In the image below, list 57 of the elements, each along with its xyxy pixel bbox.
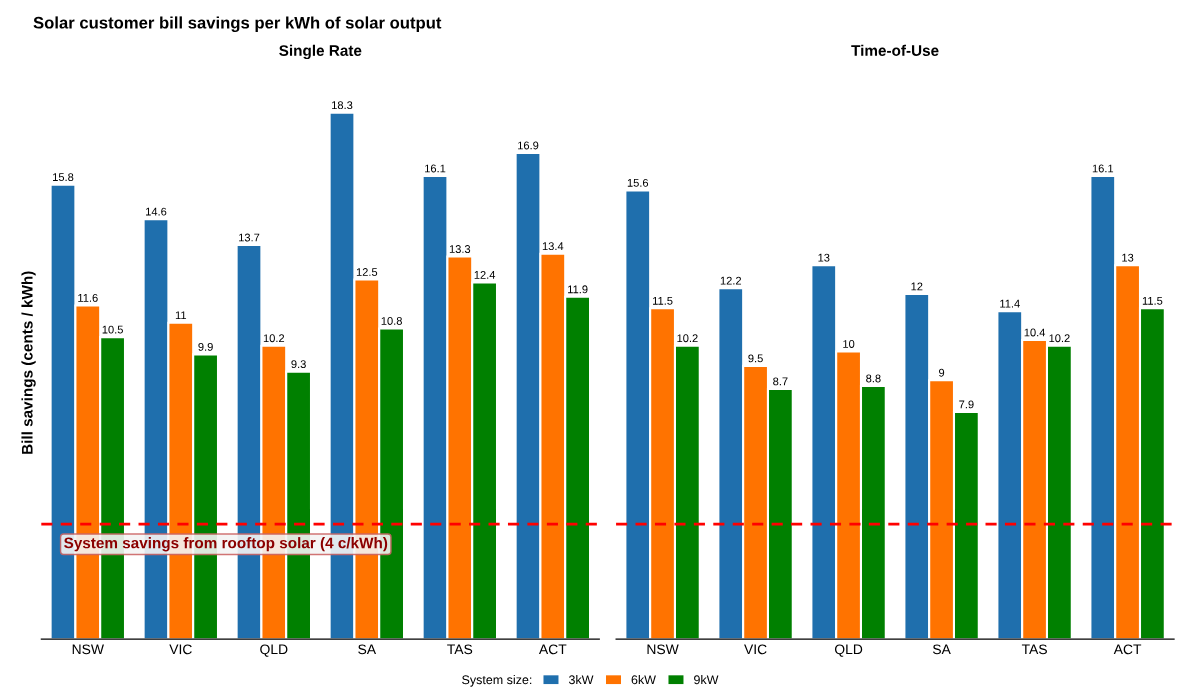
data-label: 11 bbox=[175, 311, 187, 320]
legend-title: System size: bbox=[462, 675, 532, 687]
data-label: 15.8 bbox=[53, 173, 74, 182]
data-label: 16.1 bbox=[425, 164, 446, 173]
x-tick-label: ACT bbox=[538, 644, 567, 655]
data-label: 14.6 bbox=[146, 207, 167, 216]
data-label: 9.5 bbox=[748, 354, 763, 363]
x-tick-label: TAS bbox=[447, 644, 473, 655]
data-label: 18.3 bbox=[332, 101, 353, 110]
x-tick-label: TAS bbox=[1021, 644, 1047, 655]
data-label: 12.4 bbox=[474, 270, 496, 279]
x-tick-label: SA bbox=[358, 644, 377, 655]
data-label: 13 bbox=[1122, 253, 1134, 262]
data-label: 11.5 bbox=[653, 296, 673, 305]
data-label: 13.4 bbox=[542, 242, 564, 251]
legend-label: 6kW bbox=[631, 675, 656, 685]
y-axis-title: Bill savings (cents / kWh) bbox=[21, 271, 36, 454]
x-tick-label: QLD bbox=[834, 644, 863, 657]
data-label: 10.2 bbox=[263, 334, 285, 343]
data-label: 10.5 bbox=[102, 325, 123, 334]
x-tick-label: NSW bbox=[72, 644, 104, 655]
ref-line-label: System savings from rooftop solar (4 c/kWh) bbox=[64, 537, 388, 552]
data-label: 9.3 bbox=[291, 360, 306, 369]
data-label: 8.7 bbox=[773, 377, 788, 386]
legend-label: 9kW bbox=[694, 675, 719, 685]
x-tick-label: QLD bbox=[260, 644, 288, 657]
data-label: 7.9 bbox=[959, 400, 974, 409]
data-label: 13.3 bbox=[449, 245, 471, 253]
data-label: 16.9 bbox=[518, 141, 539, 150]
data-label: 11.9 bbox=[568, 285, 588, 294]
data-label: 9.9 bbox=[198, 342, 213, 351]
data-label: 15.6 bbox=[627, 178, 649, 187]
data-label: 12.5 bbox=[356, 268, 378, 276]
data-label: 13 bbox=[818, 253, 830, 262]
x-tick-label: VIC bbox=[169, 644, 192, 655]
data-label: 10 bbox=[843, 340, 855, 348]
data-label: 10.4 bbox=[1024, 328, 1046, 337]
data-label: 11.5 bbox=[1142, 296, 1163, 305]
x-tick-label: SA bbox=[932, 644, 951, 655]
data-label: 16.1 bbox=[1092, 164, 1114, 173]
data-label: 13.7 bbox=[239, 233, 260, 242]
data-label: 8.8 bbox=[866, 374, 881, 383]
data-label: 12.2 bbox=[720, 276, 742, 285]
x-tick-label: NSW bbox=[647, 644, 679, 655]
data-label: 10.8 bbox=[381, 317, 402, 325]
x-tick-label: VIC bbox=[744, 644, 767, 655]
chart-subtitle: Single Rate bbox=[279, 44, 362, 60]
data-label: 11.4 bbox=[1000, 299, 1020, 308]
legend-label: 3kW bbox=[568, 675, 594, 685]
data-label: 10.2 bbox=[677, 334, 698, 343]
chart-subtitle: Time-of-Use bbox=[851, 44, 939, 56]
data-label: 9 bbox=[939, 368, 945, 377]
x-tick-label: ACT bbox=[1113, 644, 1142, 655]
data-label: 11.6 bbox=[78, 294, 98, 302]
data-label: 10.2 bbox=[1049, 334, 1070, 343]
chart-title: Solar customer bill savings per kWh of solar output bbox=[33, 16, 442, 32]
data-label: 12 bbox=[911, 282, 923, 291]
